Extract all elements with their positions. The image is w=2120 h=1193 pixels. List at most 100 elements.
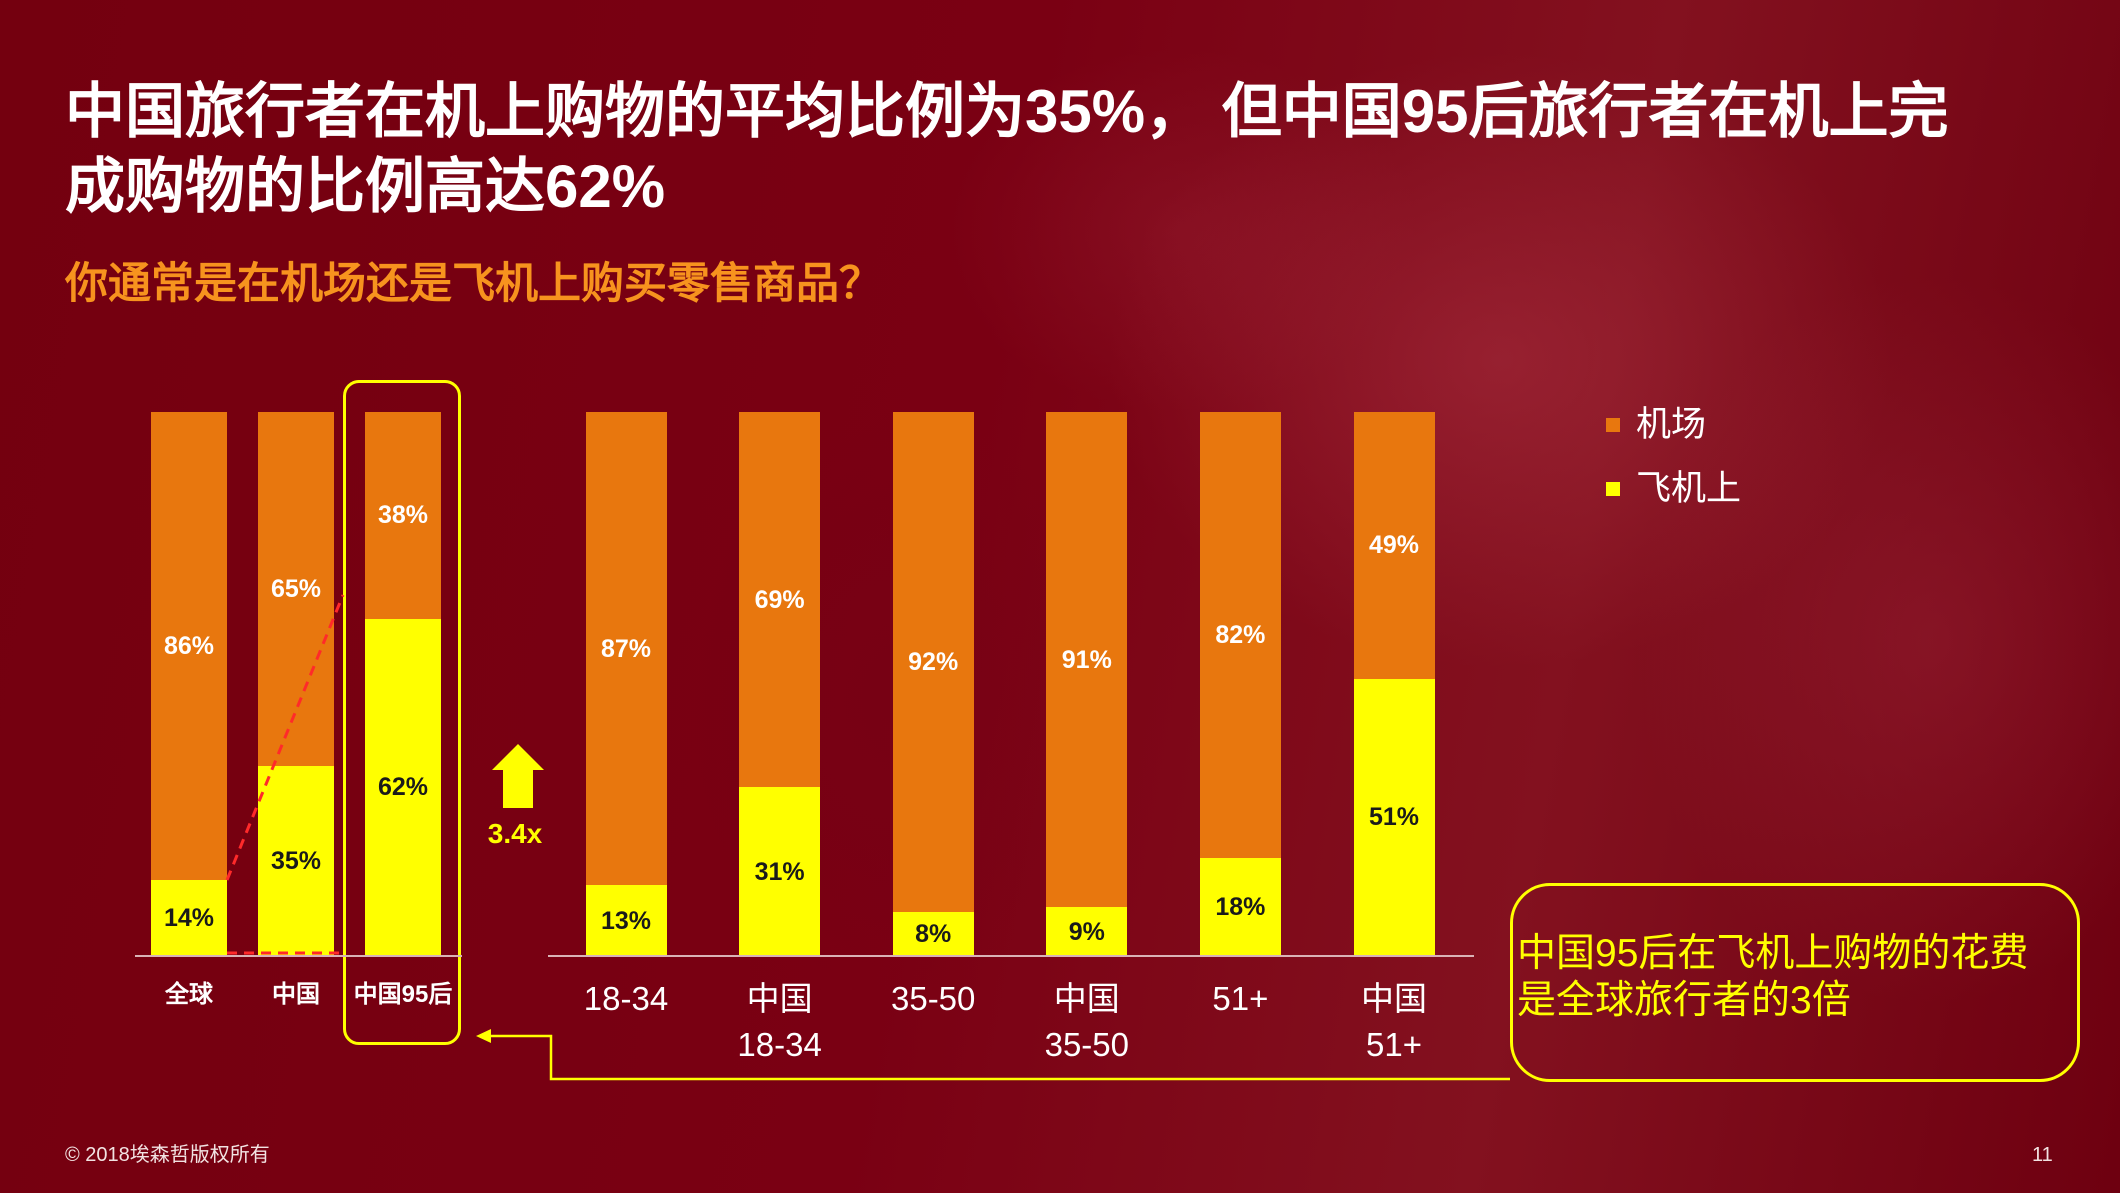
legend-swatch-on-plane (1606, 482, 1620, 496)
value-number: 62 (377, 773, 406, 802)
bar-airport-china-51-plus (1353, 412, 1435, 679)
value-suffix: % (1243, 893, 1266, 922)
value-label-on-plane-china-35-50: 9% (1037, 917, 1137, 947)
bar-airport-china (258, 412, 334, 766)
bar-airport-global (151, 412, 227, 880)
bar-on-plane-51-plus (1199, 858, 1281, 956)
value-number: 18 (1215, 893, 1244, 922)
value-label-on-plane-china-51-plus: 51% (1344, 802, 1444, 832)
value-number: 14 (163, 903, 192, 932)
value-number: 65 (270, 574, 299, 603)
bar-on-plane-35-50 (892, 912, 974, 956)
value-suffix: % (1082, 917, 1105, 946)
value-suffix: % (298, 574, 322, 603)
value-suffix: % (405, 773, 429, 802)
value-suffix: % (782, 857, 805, 886)
category-label-china-51-plus: 中国 51+ (1361, 980, 1427, 1063)
value-number: 51 (1368, 803, 1397, 832)
highlight-box-china-gen-z (343, 380, 461, 1045)
value-suffix: % (191, 903, 215, 932)
value-suffix: % (782, 585, 805, 614)
bar-on-plane-china-18-34 (739, 787, 821, 956)
legend-label-on-plane: 飞机上 (1636, 469, 1742, 508)
value-number: 9 (1068, 917, 1083, 946)
bar-on-plane-global (151, 879, 227, 956)
legend-swatch-airport (1606, 418, 1620, 432)
value-number: 82 (1215, 621, 1244, 650)
slide-title: 中国旅行者在机上购物的平均比例为35%， 但中国95后旅行者在机上完 成购物的比… (65, 74, 1949, 224)
slide-title-line-1: 中国旅行者在机上购物的平均比例为35%， 但中国95后旅行者在机上完 (65, 78, 1949, 145)
category-label-china: 中国 (272, 981, 320, 1008)
legend-label-airport: 机场 (1636, 405, 1707, 444)
value-label-airport-18-34: 87% (576, 634, 676, 664)
callout-text: 中国95后在飞机上购物的花费 是全球旅行者的3倍 (1517, 932, 2029, 1022)
value-suffix: % (1089, 645, 1112, 674)
up-arrow-icon (492, 744, 544, 808)
value-label-on-plane-35-50: 8% (883, 919, 983, 949)
value-label-airport-35-50: 92% (883, 647, 983, 677)
bar-airport-china-18-34 (739, 412, 821, 788)
callout-connector-line (488, 1034, 1510, 1081)
value-suffix: % (191, 631, 215, 660)
value-label-on-plane-china-18-34: 31% (730, 857, 830, 887)
value-number: 38 (377, 501, 406, 530)
footer-copyright: © 2018埃森哲版权所有 (65, 1144, 270, 1166)
category-label-51-plus: 51+ (1212, 980, 1269, 1017)
value-suffix: % (1396, 531, 1420, 560)
bar-on-plane-china-51-plus (1353, 678, 1435, 956)
value-label-airport-china: 65% (246, 574, 346, 604)
bar-airport-35-50 (892, 412, 974, 913)
page-number: 11 (2032, 1144, 2053, 1166)
value-suffix: % (935, 648, 959, 677)
slide-title-line-2: 成购物的比例高达62% (65, 153, 666, 220)
value-number: 8 (915, 920, 930, 949)
legend-item-on-plane: 飞机上 (1606, 467, 1741, 511)
bar-on-plane-china (258, 765, 334, 956)
bar-on-plane-18-34 (585, 885, 667, 956)
value-number: 13 (600, 906, 629, 935)
value-number: 35 (270, 846, 299, 875)
category-label-china-95-gen: 中国95后 (353, 981, 453, 1008)
value-number: 69 (754, 585, 783, 614)
value-label-airport-china-18-34: 69% (730, 585, 830, 615)
value-number: 87 (600, 634, 629, 663)
callout-box (1510, 883, 2080, 1082)
value-label-on-plane-china-95-gen: 62% (353, 772, 453, 802)
category-label-35-50: 35-50 (890, 980, 976, 1017)
ratio-label: 3.4x (487, 818, 543, 849)
bar-airport-china-35-50 (1046, 412, 1128, 908)
value-number: 92 (908, 648, 936, 677)
category-label-china-35-50: 中国 35-50 (1044, 980, 1129, 1063)
value-suffix: % (1396, 803, 1420, 832)
bar-on-plane-china-95-gen (365, 618, 441, 956)
value-suffix: % (405, 501, 429, 530)
value-label-airport-51-plus: 82% (1190, 620, 1290, 650)
value-suffix: % (1243, 621, 1266, 650)
value-number: 49 (1368, 531, 1397, 560)
value-label-on-plane-global: 14% (139, 903, 239, 933)
value-suffix: % (628, 634, 652, 663)
category-label-18-34: 18-34 (583, 980, 669, 1017)
value-number: 91 (1061, 645, 1090, 674)
value-suffix: % (929, 920, 952, 949)
category-label-china-18-34: 中国 18-34 (737, 980, 822, 1063)
value-label-on-plane-51-plus: 18% (1190, 892, 1290, 922)
bar-airport-china-95-gen (365, 412, 441, 619)
connector-arrowhead-icon (476, 1029, 491, 1043)
value-number: 86 (163, 631, 192, 660)
ratio-dashed-diagonal (225, 594, 345, 881)
value-suffix: % (298, 846, 322, 875)
value-label-on-plane-18-34: 13% (576, 906, 676, 936)
value-number: 31 (754, 857, 783, 886)
value-suffix: % (628, 906, 652, 935)
value-label-airport-global: 86% (139, 631, 239, 661)
chart-question-subtitle: 你通常是在机场还是飞机上购买零售商品？ (65, 260, 882, 308)
bar-on-plane-china-35-50 (1046, 907, 1128, 956)
bar-airport-51-plus (1199, 412, 1281, 859)
category-label-global: 全球 (165, 981, 213, 1008)
legend-item-airport: 机场 (1606, 403, 1706, 447)
value-label-airport-china-51-plus: 49% (1344, 530, 1444, 560)
value-label-airport-china-95-gen: 38% (353, 500, 453, 530)
